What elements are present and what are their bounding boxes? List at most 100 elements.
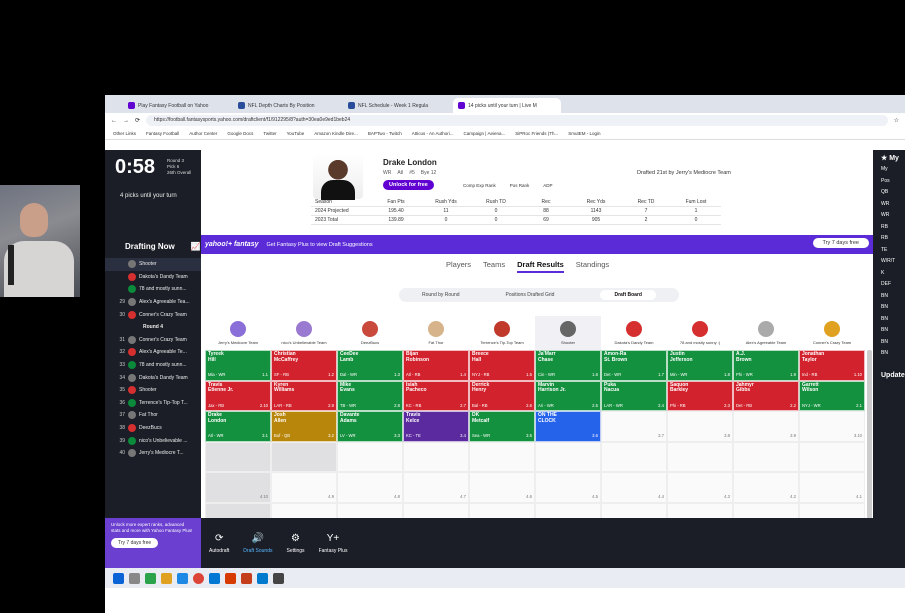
nav-tab[interactable]: Teams <box>483 260 506 269</box>
pick-cell[interactable]: Kyren Williams LAR - RB 2.9 <box>271 380 337 411</box>
pick-order-item[interactable]: 38 DeezBucs <box>105 422 201 435</box>
taskbar-app-icon[interactable] <box>273 572 284 584</box>
pick-cell[interactable]: DK Metcalf Sea - WR 3.5 <box>469 411 535 442</box>
pick-cell[interactable]: 4.2 <box>733 472 799 503</box>
team-column-header[interactable]: Terrence's Tip-Top Team <box>469 316 535 350</box>
pick-cell[interactable]: Ja'Marr Chase Cin - WR 1.6 <box>535 350 601 381</box>
pick-cell[interactable]: Drake London Atl - WR 3.1 <box>205 411 271 442</box>
pick-cell[interactable] <box>403 441 469 472</box>
board-scrollbar[interactable] <box>867 350 872 560</box>
pick-order-item[interactable]: 30 Conner's Crazy Team <box>105 308 201 321</box>
taskbar-app-icon[interactable] <box>241 572 252 584</box>
taskbar-app-icon[interactable] <box>145 572 156 584</box>
team-column-header[interactable]: Jerry's Mediocre Team <box>205 316 271 350</box>
segment-option[interactable]: Positions Drafted Grid <box>505 292 555 298</box>
rank-link[interactable]: ADP <box>543 183 553 188</box>
on-the-clock-cell[interactable]: ON THE CLOCK 3.6 <box>535 411 601 442</box>
pick-order-item[interactable]: 40 Jerry's Mediocre T... <box>105 447 201 460</box>
pick-cell[interactable] <box>601 441 667 472</box>
star-icon[interactable]: ☆ <box>893 118 899 124</box>
pick-cell[interactable]: 4.9 <box>271 472 337 503</box>
pick-cell[interactable] <box>337 441 403 472</box>
pick-cell[interactable]: Davante Adams LV - WR 3.3 <box>337 411 403 442</box>
taskbar-app-icon[interactable] <box>161 572 172 584</box>
bookmark-item[interactable]: Fantasy Football <box>146 131 180 136</box>
team-column-header[interactable]: 78 and mostly sunny :) <box>667 316 733 350</box>
pick-cell[interactable] <box>733 441 799 472</box>
banner-try-button[interactable]: Try 7 days free <box>812 238 869 248</box>
bookmark-item[interactable]: Twitter <box>263 131 277 136</box>
bookmark-item[interactable]: Campaign | Aeiena... <box>463 131 506 136</box>
pick-cell[interactable]: Bijan Robinson Atl - RB 1.4 <box>403 350 469 381</box>
pick-order-item[interactable]: 31 Conner's Crazy Team <box>105 334 201 347</box>
taskbar-app-icon[interactable] <box>209 572 220 584</box>
pick-cell[interactable]: Justin Jefferson Min - WR 1.8 <box>667 350 733 381</box>
pick-cell[interactable] <box>271 441 337 472</box>
toolbar-button[interactable]: 🔊 Draft Sounds <box>243 533 272 554</box>
pick-order-item[interactable]: Dakota's Dandy Team <box>105 271 201 284</box>
browser-tab[interactable]: NFL Depth Charts By Position <box>233 98 341 113</box>
pick-cell[interactable]: 4.6 <box>469 472 535 503</box>
pick-cell[interactable] <box>535 441 601 472</box>
pick-order-item[interactable]: 34 Dakota's Dandy Team <box>105 371 201 384</box>
pick-cell[interactable] <box>667 441 733 472</box>
team-column-header[interactable]: Dakota's Dandy Team <box>601 316 667 350</box>
taskbar-app-icon[interactable] <box>177 572 188 584</box>
bookmark-item[interactable]: Author Center <box>189 131 218 136</box>
team-column-header[interactable]: Conner's Crazy Team <box>799 316 865 350</box>
pick-cell[interactable]: 4.8 <box>337 472 403 503</box>
pick-cell[interactable]: Puka Nacua LAR - WR 2.4 <box>601 380 667 411</box>
update-label[interactable]: Update <box>881 371 905 379</box>
pick-order-item[interactable]: 39 nico's Unbelievable ... <box>105 434 201 447</box>
pick-cell[interactable]: Amon-Ra St. Brown Det - WR 1.7 <box>601 350 667 381</box>
bookmark-item[interactable]: BAPTwo - Twitch <box>367 131 402 136</box>
bookmark-item[interactable]: YouTube <box>286 131 305 136</box>
pick-cell[interactable]: Tyreek Hill Mia - WR 1.1 <box>205 350 271 381</box>
browser-tab[interactable]: Play Fantasy Football on Yahoo <box>123 98 231 113</box>
back-icon[interactable]: ← <box>111 117 117 124</box>
pick-order-item[interactable]: 32 Alex's Agreeable Te... <box>105 346 201 359</box>
pick-cell[interactable]: 3.9 <box>733 411 799 442</box>
vscode-icon[interactable] <box>257 572 268 584</box>
team-column-header[interactable]: Alex's Agreeable Team <box>733 316 799 350</box>
pick-cell[interactable]: Saquon Barkley Phi - RB 2.3 <box>667 380 733 411</box>
pick-cell[interactable]: Isiah Pacheco KC - RB 2.7 <box>403 380 469 411</box>
reload-icon[interactable]: ⟳ <box>135 118 141 124</box>
pick-order-item[interactable]: 78 and mostly sunn... <box>105 283 201 296</box>
pick-cell[interactable]: 3.8 <box>667 411 733 442</box>
forward-icon[interactable]: → <box>123 117 129 124</box>
pick-cell[interactable]: Jonathan Taylor Ind - RB 1.10 <box>799 350 865 381</box>
team-column-header[interactable]: DeezBucs <box>337 316 403 350</box>
pick-cell[interactable]: A.J. Brown Phi - WR 1.9 <box>733 350 799 381</box>
toolbar-button[interactable]: ⟳ Autodraft <box>209 533 229 554</box>
pick-cell[interactable]: 4.3 <box>667 472 733 503</box>
pick-cell[interactable]: CeeDee Lamb Dal - WR 1.3 <box>337 350 403 381</box>
taskbar-app-icon[interactable] <box>129 572 140 584</box>
pick-order-item[interactable]: 29 Alex's Agreeable Tea... <box>105 296 201 309</box>
pick-cell[interactable]: Garrett Wilson NYJ - WR 2.1 <box>799 380 865 411</box>
bookmark-item[interactable]: Other Links <box>113 131 137 136</box>
bookmark-item[interactable]: SmutEM - Login <box>568 131 601 136</box>
toolbar-button[interactable]: ⚙ Settings <box>286 533 304 554</box>
try-free-button[interactable]: Try 7 days free <box>111 538 159 548</box>
pick-cell[interactable]: 4.5 <box>535 472 601 503</box>
pick-cell[interactable]: Travis Etienne Jr. Jax - RB 2.10 <box>205 380 271 411</box>
bookmark-item[interactable]: Google Docs <box>227 131 254 136</box>
windows-start-icon[interactable] <box>113 572 124 584</box>
bookmark-item[interactable]: SiPRoc Friends (Th... <box>515 131 559 136</box>
pick-cell[interactable]: 3.10 <box>799 411 865 442</box>
url-input[interactable]: https://football.fantasysports.yahoo.com… <box>146 115 888 126</box>
browser-tab[interactable]: NFL Schedule - Week 1 Regula <box>343 98 451 113</box>
bookmark-item[interactable]: Atticus - An Authori... <box>411 131 454 136</box>
pick-cell[interactable] <box>469 441 535 472</box>
pick-order-item[interactable]: 33 78 and mostly sunn... <box>105 359 201 372</box>
pick-order-item[interactable]: 37 Fat Thor <box>105 409 201 422</box>
rank-link[interactable]: Comp Exp Rank <box>463 183 496 188</box>
team-column-header[interactable]: Shooter <box>535 316 601 350</box>
team-column-header[interactable]: Fat Thor <box>403 316 469 350</box>
nav-tab[interactable]: Draft Results <box>517 260 564 273</box>
segment-option[interactable]: Round by Round <box>422 292 460 298</box>
pick-cell[interactable]: 3.7 <box>601 411 667 442</box>
pick-order-item[interactable]: Shooter <box>105 258 201 271</box>
segment-option[interactable]: Draft Board <box>600 290 656 300</box>
